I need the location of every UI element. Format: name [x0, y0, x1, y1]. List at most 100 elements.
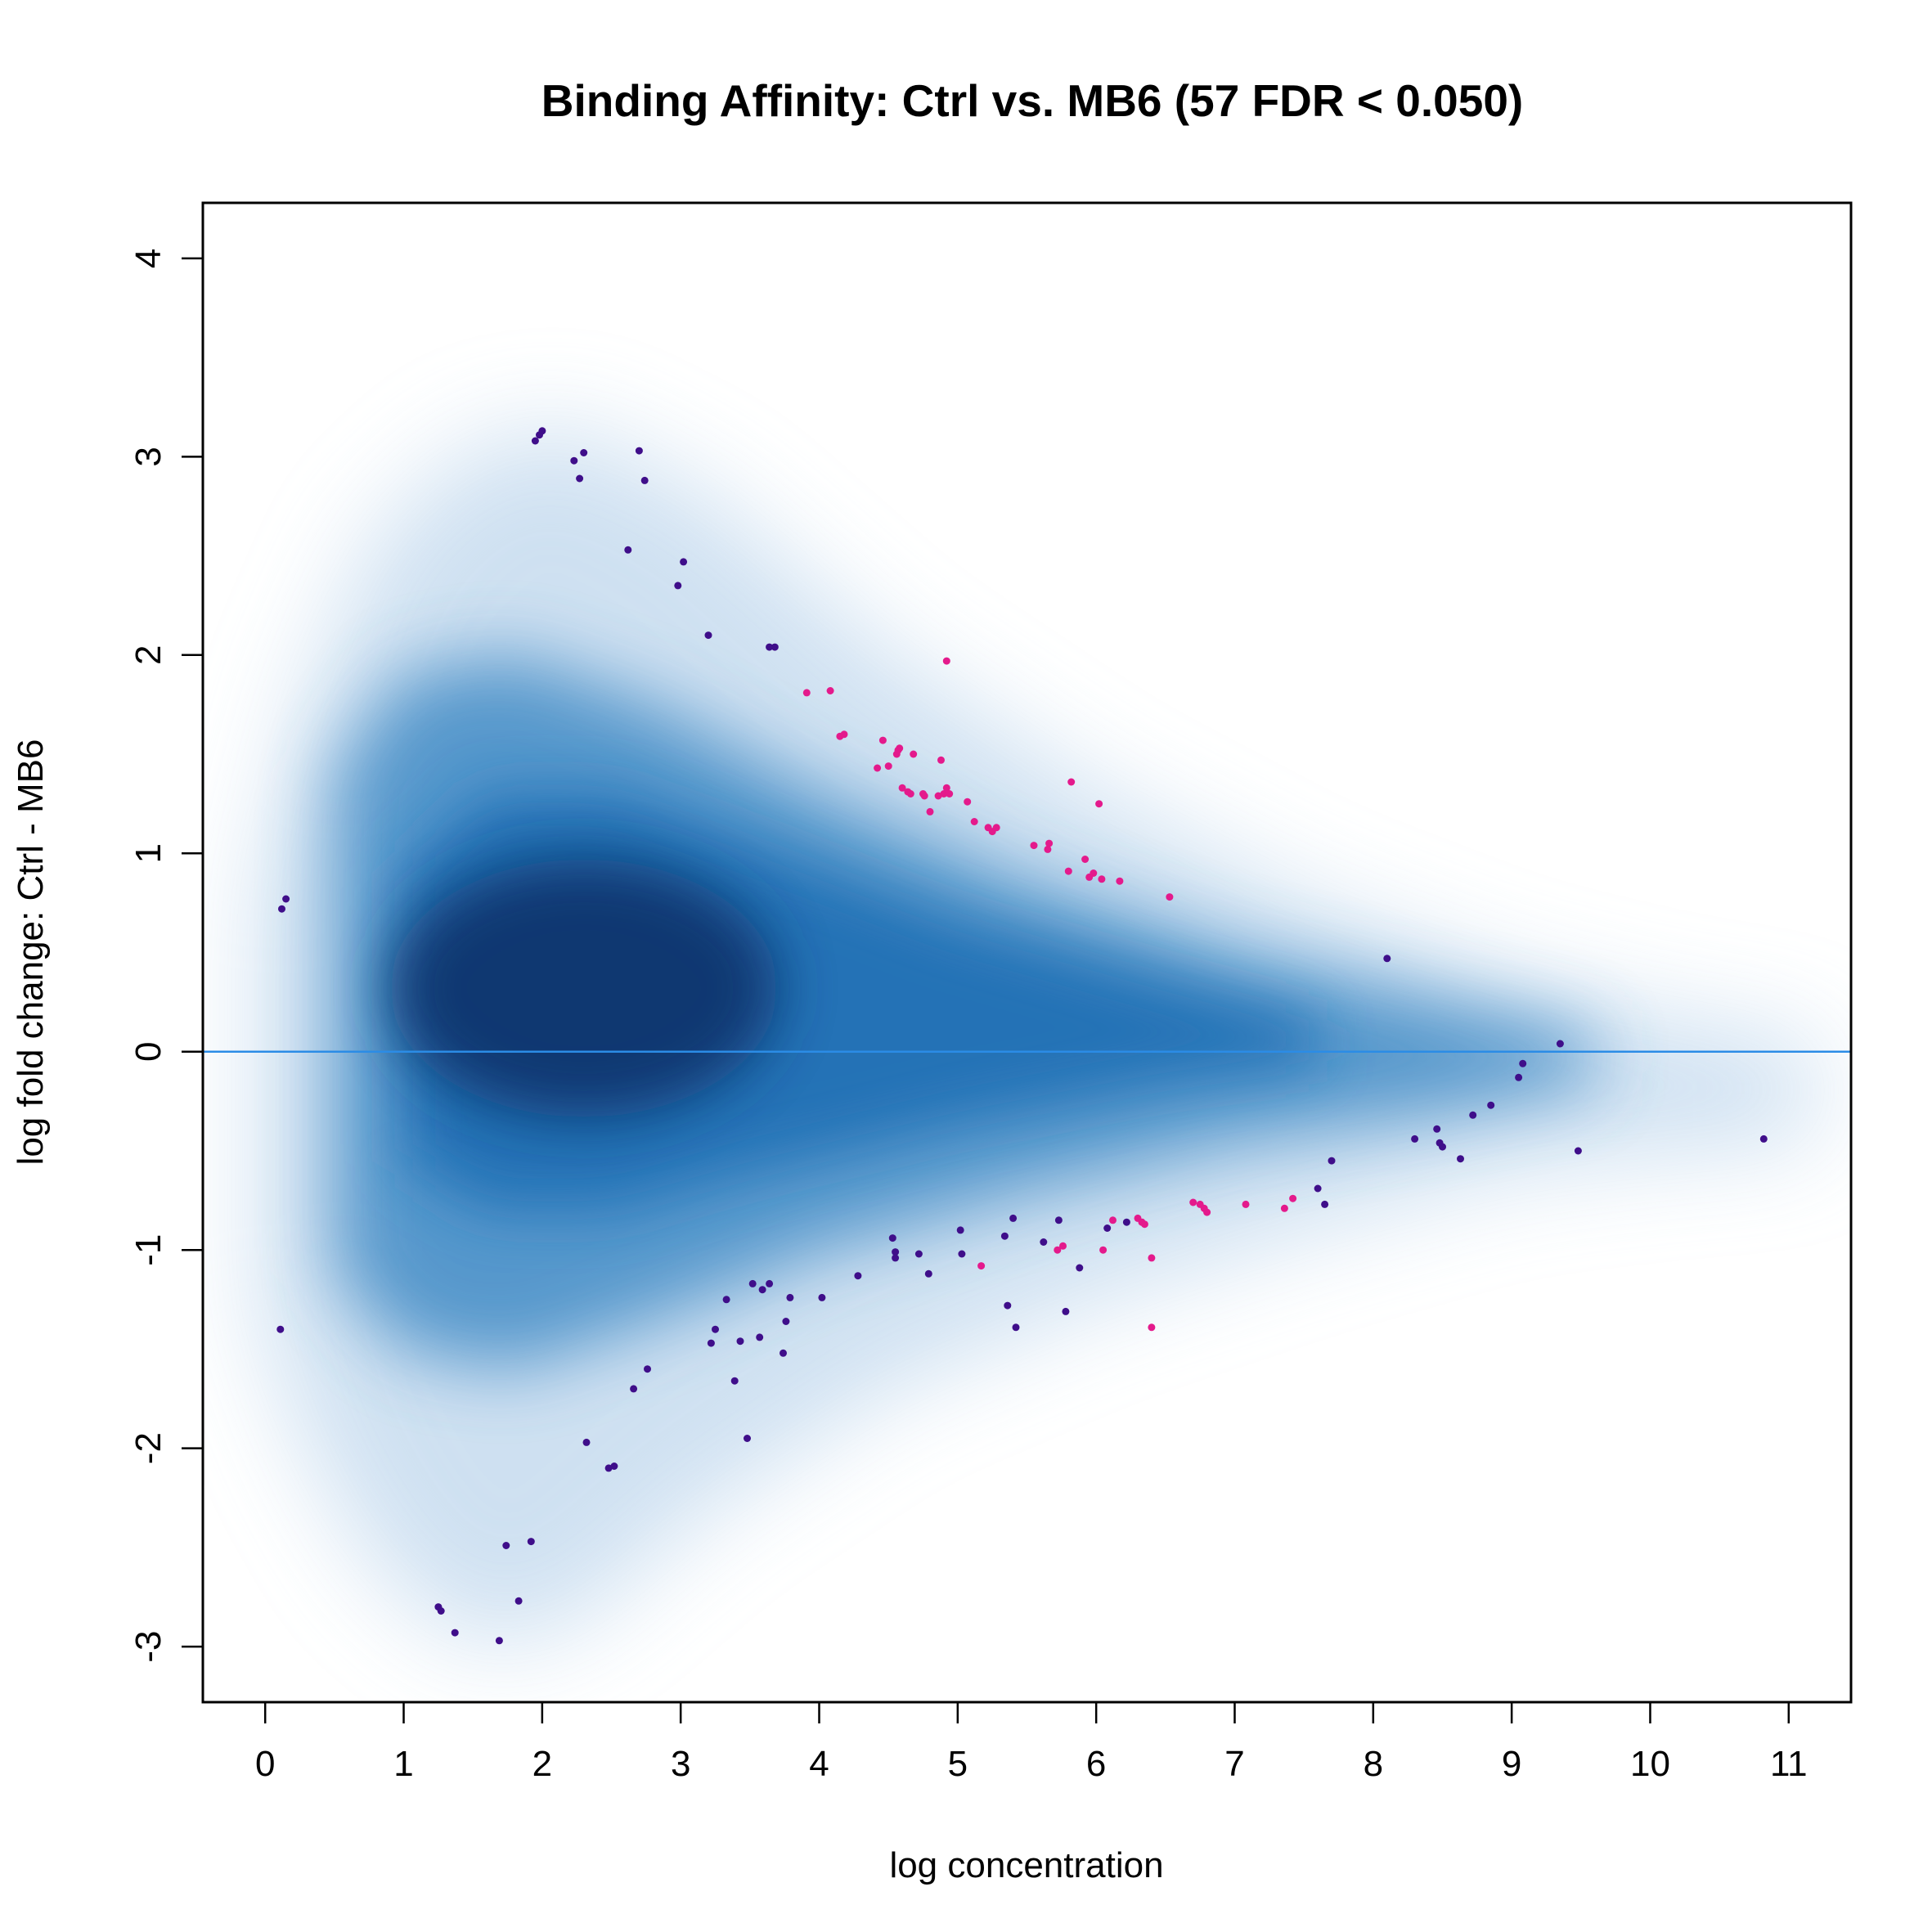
data-point: [942, 784, 950, 792]
series-2: [802, 657, 1297, 1332]
x-tick-label: 0: [255, 1744, 275, 1784]
data-point: [1189, 1198, 1197, 1206]
y-tick-label: 0: [128, 1041, 168, 1061]
data-point: [1439, 1143, 1446, 1151]
data-point: [892, 1254, 900, 1262]
points-layer: [276, 427, 1768, 1645]
data-point: [1122, 1218, 1130, 1226]
y-tick-label: 4: [128, 249, 168, 268]
x-axis-label: log concentration: [889, 1845, 1163, 1885]
chart-title: Binding Affinity: Ctrl vs. MB6 (57 FDR <…: [541, 75, 1524, 126]
y-tick-label: -2: [128, 1432, 168, 1464]
data-point: [1411, 1134, 1419, 1143]
data-point: [282, 895, 290, 903]
data-point: [1280, 1204, 1288, 1212]
data-point: [1099, 1246, 1108, 1254]
data-point: [780, 1349, 787, 1357]
data-point: [1067, 778, 1076, 786]
x-axis: 0 1 2 3 4 5 6 7 8 9 10 11: [255, 1701, 1808, 1784]
data-point: [884, 762, 892, 771]
data-point: [1759, 1134, 1768, 1143]
data-point: [970, 818, 978, 825]
data-point: [437, 1607, 445, 1615]
data-point: [1242, 1200, 1250, 1208]
data-point: [674, 582, 682, 590]
data-point: [570, 456, 578, 465]
data-point: [1321, 1200, 1329, 1208]
data-point: [278, 905, 285, 913]
data-point: [926, 807, 934, 815]
y-axis-label: log fold change: Ctrl - MB6: [11, 739, 51, 1166]
data-point: [892, 750, 901, 758]
data-point: [538, 427, 546, 435]
data-point: [756, 1333, 764, 1341]
data-point: [826, 687, 834, 694]
data-point: [1054, 1216, 1063, 1224]
data-point: [707, 1339, 715, 1347]
data-point: [680, 558, 688, 566]
data-point: [1314, 1184, 1322, 1193]
data-point: [1148, 1254, 1156, 1262]
data-point: [958, 1250, 966, 1258]
data-point: [1062, 1307, 1070, 1315]
data-point: [1109, 1216, 1117, 1224]
data-point: [1012, 1323, 1020, 1332]
data-point: [1004, 1301, 1012, 1310]
data-point: [630, 1385, 638, 1393]
data-point: [514, 1597, 523, 1605]
data-point: [878, 736, 887, 744]
x-tick-label: 6: [1086, 1744, 1106, 1784]
data-point: [624, 546, 632, 554]
data-point: [1064, 867, 1072, 875]
series-1: [276, 427, 1768, 1645]
data-point: [946, 790, 954, 798]
data-point: [580, 449, 588, 456]
data-point: [635, 447, 643, 455]
y-tick-label: -1: [128, 1234, 168, 1266]
data-point: [531, 437, 539, 445]
y-tick-label: 3: [128, 447, 168, 466]
data-point: [1103, 1224, 1112, 1232]
data-point: [1457, 1155, 1464, 1163]
data-point: [644, 1365, 651, 1373]
data-point: [610, 1462, 618, 1470]
data-point: [1140, 1220, 1148, 1229]
data-point: [840, 730, 848, 739]
data-point: [1515, 1073, 1523, 1081]
x-tick-label: 9: [1502, 1744, 1521, 1784]
data-point: [276, 1325, 285, 1333]
data-point: [906, 790, 914, 798]
data-point: [1045, 839, 1054, 847]
data-point: [582, 1438, 591, 1446]
data-point: [1116, 877, 1124, 885]
data-point: [1383, 955, 1391, 963]
data-point: [896, 744, 904, 753]
data-point: [992, 824, 1000, 832]
data-point: [910, 750, 918, 758]
data-point: [1289, 1194, 1297, 1202]
data-point: [898, 784, 906, 792]
data-point: [964, 798, 972, 806]
x-tick-label: 1: [393, 1744, 413, 1784]
x-tick-label: 7: [1224, 1744, 1244, 1784]
data-point: [1059, 1242, 1067, 1250]
data-point: [1166, 893, 1174, 901]
data-point: [527, 1538, 535, 1546]
data-point: [924, 1269, 932, 1278]
data-point: [782, 1318, 790, 1325]
data-point: [736, 1337, 744, 1346]
data-point: [576, 474, 584, 483]
data-point: [1433, 1125, 1441, 1133]
data-point: [451, 1629, 459, 1637]
density-cloud: [258, 427, 1817, 1647]
data-point: [956, 1226, 964, 1234]
data-point: [771, 643, 779, 651]
data-point: [722, 1296, 730, 1304]
data-point: [704, 631, 712, 640]
data-point: [604, 1464, 613, 1472]
data-point: [766, 1279, 774, 1287]
data-point: [1203, 1208, 1211, 1216]
data-point: [874, 764, 882, 772]
x-tick-label: 10: [1630, 1744, 1670, 1784]
